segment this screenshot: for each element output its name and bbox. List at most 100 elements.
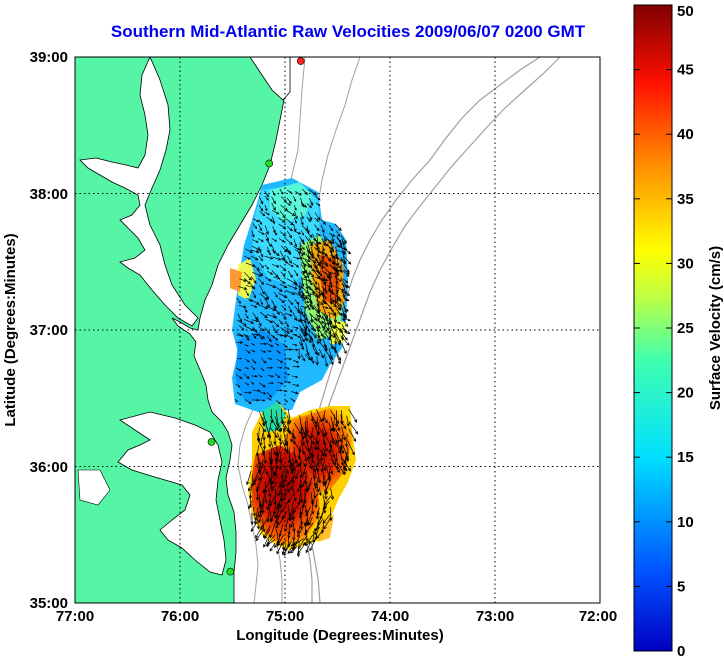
velocity-arrow	[330, 434, 337, 446]
velocity-arrow	[310, 462, 316, 473]
velocity-arrow	[276, 349, 281, 354]
velocity-arrow	[316, 313, 320, 322]
velocity-arrow	[330, 233, 335, 243]
velocity-arrow	[292, 365, 300, 368]
velocity-arrow	[251, 276, 257, 284]
velocity-arrow	[320, 218, 326, 225]
velocity-arrow	[336, 235, 343, 247]
velocity-arrow	[255, 488, 260, 501]
x-axis: 77:00 76:00 75:00 74:00 73:00 72:00 Long…	[56, 608, 617, 644]
velocity-arrow	[348, 428, 357, 442]
y-tick-label: 36:00	[30, 459, 68, 476]
velocity-arrow	[291, 348, 299, 352]
radar-station-marker	[226, 567, 235, 576]
velocity-arrow	[293, 204, 297, 211]
velocity-arrow	[306, 203, 313, 208]
velocity-arrow	[262, 464, 269, 476]
velocity-arrow	[243, 373, 250, 380]
velocity-arrow	[318, 348, 324, 359]
velocity-arrow	[335, 289, 340, 303]
velocity-arrow	[336, 422, 341, 432]
velocity-arrow	[244, 391, 252, 395]
velocity-arrow	[251, 398, 260, 402]
velocity-arrow	[257, 318, 262, 327]
velocity-arrow	[251, 358, 257, 364]
y-axis: 35:00 36:00 37:00 38:00 39:00 Latitude (…	[2, 49, 68, 612]
velocity-arrow	[300, 244, 305, 251]
velocity-arrow	[320, 458, 326, 473]
velocity-arrow	[301, 225, 309, 231]
velocity-arrow	[324, 332, 331, 341]
velocity-arrow	[336, 230, 341, 237]
velocity-arrow	[306, 433, 315, 445]
velocity-arrow	[259, 211, 266, 217]
velocity-arrow	[244, 255, 251, 260]
velocity-arrow	[234, 398, 238, 403]
velocity-arrow	[342, 334, 348, 341]
velocity-arrow	[301, 291, 308, 300]
velocity-arrow	[344, 248, 352, 255]
velocity-arrow	[317, 332, 322, 343]
colorbar-tick-label: 45	[677, 62, 694, 79]
plot-frame	[74, 56, 601, 604]
velocity-arrow	[328, 348, 333, 359]
velocity-arrow	[310, 331, 317, 339]
velocity-arrow	[302, 540, 310, 545]
velocity-arrow	[264, 195, 269, 201]
velocity-arrow	[306, 231, 313, 238]
velocity-arrow	[329, 277, 333, 289]
velocity-arrow	[288, 305, 293, 313]
velocity-arrow	[311, 318, 321, 329]
velocity-arrow	[264, 190, 269, 198]
velocity-arrow	[334, 439, 344, 454]
velocity-arrow	[297, 529, 302, 538]
velocity-arrow	[290, 516, 296, 529]
velocity-arrow	[336, 263, 340, 274]
velocity-arrow	[258, 374, 263, 378]
velocity-arrow	[252, 312, 258, 321]
velocity-arrow	[260, 459, 264, 470]
chesapeake-bay	[79, 57, 199, 327]
velocity-arrow	[315, 416, 319, 429]
velocity-arrow	[252, 223, 258, 230]
velocity-arrow	[337, 269, 344, 273]
velocity-arrow	[318, 487, 322, 497]
velocity-arrow	[306, 456, 313, 470]
velocity-arrow	[259, 391, 267, 395]
velocity-arrow	[320, 259, 325, 270]
velocity-arrow	[245, 349, 251, 354]
velocity-arrow	[336, 253, 340, 267]
velocity-arrow	[323, 353, 329, 368]
velocity-arrow	[346, 415, 350, 427]
velocity-arrow	[266, 392, 273, 398]
velocity-arrow	[300, 202, 307, 208]
velocity-arrow	[262, 416, 266, 427]
velocity-arrow	[258, 469, 266, 482]
velocity-arrow	[250, 284, 256, 290]
velocity-arrow	[341, 343, 347, 355]
y-tick-label: 38:00	[30, 186, 68, 203]
velocity-arrow	[258, 333, 266, 339]
velocity-arrow	[309, 270, 314, 278]
velocity-arrow	[292, 326, 299, 330]
velocity-arrow	[323, 240, 329, 247]
sound-inlet	[77, 469, 111, 506]
velocity-arrow	[250, 522, 258, 532]
velocity-arrow	[288, 409, 292, 424]
velocity-arrow	[246, 470, 252, 486]
velocity-arrow	[258, 255, 264, 262]
velocity-arrow	[244, 367, 250, 370]
velocity-arrow	[285, 218, 294, 226]
velocity-arrow	[335, 283, 339, 294]
velocity-arrow	[342, 270, 350, 277]
velocity-arrow	[273, 306, 280, 315]
velocity-arrow	[309, 536, 318, 552]
velocity-arrow	[322, 439, 328, 452]
velocity-arrow	[252, 218, 260, 223]
velocity-arrow	[299, 288, 305, 297]
velocity-arrow	[279, 434, 283, 446]
velocity-arrow	[286, 230, 293, 239]
velocity-arrow	[335, 333, 342, 344]
velocity-arrow	[306, 225, 310, 234]
y-axis-label: Latitude (Degrees:Minutes)	[2, 233, 19, 426]
